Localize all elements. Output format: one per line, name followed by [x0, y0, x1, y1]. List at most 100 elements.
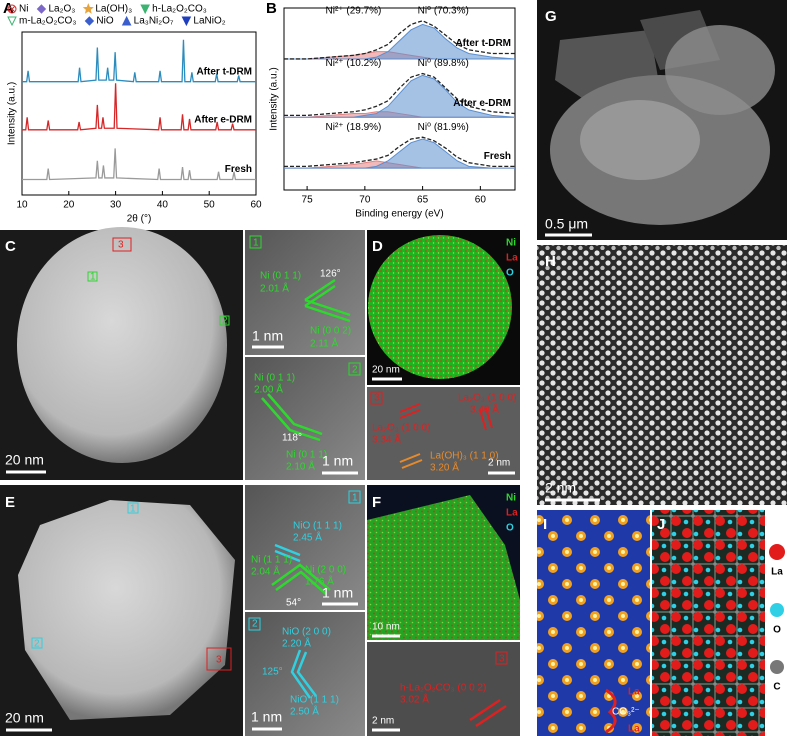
legend-label: La₂O₃ — [48, 4, 75, 15]
series-label: Fresh — [225, 164, 252, 175]
panel-letter: E — [5, 494, 15, 511]
spacing-label: 3.40 Å — [470, 403, 499, 416]
image-f3: 3 h-La₂O₂CO₃ (0 0 2) 3.02 Å 2 nm — [367, 642, 520, 736]
legend-marker — [140, 4, 150, 15]
scale-bar-label: 10 nm — [372, 622, 400, 633]
component-label: Ni⁰ (89.8%) — [418, 58, 469, 69]
element-label: Ni — [506, 493, 516, 504]
box-label: 1 — [352, 493, 358, 504]
x-axis-label: Binding energy (eV) — [355, 209, 443, 220]
spacing-label: 3.20 Å — [430, 461, 459, 474]
plane-label: h-La₂O₂CO₃ (0 0 2) — [400, 683, 486, 694]
spacing-label: 2.50 Å — [290, 705, 319, 718]
box-label: 3 — [499, 654, 505, 665]
box-label: 1 — [130, 504, 136, 515]
angle-label: 54° — [286, 598, 301, 609]
image-e: E 1 2 3 20 nm — [0, 485, 243, 736]
spacing-label: 2.04 Å — [251, 565, 280, 578]
scale-bar-label: 20 nm — [5, 710, 44, 726]
series-line — [22, 148, 256, 181]
legend-marker — [9, 6, 15, 12]
element-label: O — [506, 268, 514, 279]
image-i: I La CO₃²⁻ La — [537, 510, 650, 736]
angle-label: 118° — [282, 433, 302, 444]
plane-label: Ni (2 0 0) — [305, 565, 346, 576]
plane-label: Ni (0 1 1) — [254, 373, 295, 384]
box-label: 2 — [34, 639, 40, 650]
component-label: Ni²⁺ (18.9%) — [326, 122, 382, 133]
angle-label: 125° — [262, 667, 283, 678]
scale-bar-label: 2 nm — [488, 458, 510, 469]
image-c: C 3 1 2 20 nm — [0, 227, 243, 480]
series-label: After t-DRM — [455, 38, 511, 49]
spacing-label: 2.20 Å — [282, 637, 311, 650]
image-c2: 2 Ni (0 1 1) 2.00 Å 118° Ni (0 1 1) 2.10… — [245, 357, 365, 480]
element-label: La — [506, 508, 518, 519]
plane-label: Ni (0 1 1) — [286, 450, 327, 461]
component-area — [284, 138, 515, 169]
spacing-label: 2.01 Å — [260, 282, 289, 295]
series-line — [284, 20, 515, 60]
series-line — [284, 72, 516, 117]
panel-letter: F — [372, 494, 381, 511]
legend-marker — [84, 16, 95, 26]
legend-marker — [36, 4, 47, 14]
spacing-label: 2.10 Å — [286, 460, 315, 473]
image-e1: 1 NiO (1 1 1) 2.45 Å Ni (1 1 1) 2.04 Å N… — [245, 485, 365, 610]
legend-label: La₃Ni₂O₇ — [134, 16, 174, 27]
image-d: D Ni La O 20 nm — [367, 230, 520, 385]
scale-bar-label: 1 nm — [322, 453, 353, 469]
scale-bar-label: 2 nm — [372, 716, 394, 727]
x-tick-label: 20 — [63, 200, 75, 211]
plot-frame — [21, 31, 257, 196]
y-axis-label: Intensity (a.u.) — [7, 82, 18, 145]
box-label: 3 — [118, 240, 124, 251]
legend-marker — [121, 15, 132, 26]
panel-letter: B — [266, 0, 277, 17]
x-tick-label: 60 — [475, 195, 487, 206]
panel-letter: D — [372, 238, 383, 255]
box-label: 2 — [222, 316, 228, 327]
legend-label: O — [773, 625, 781, 636]
panel-letter: J — [657, 516, 665, 533]
image-j: J La O C — [652, 510, 785, 736]
box-label: 1 — [253, 238, 259, 249]
box-label: 3 — [216, 655, 222, 666]
legend-label: Ni — [19, 4, 28, 15]
x-tick-label: 10 — [16, 200, 28, 211]
legend-label: h-La₂O₂CO₃ — [152, 4, 207, 15]
spacing-label: 1.76 Å — [305, 575, 334, 588]
atom-label: La — [628, 724, 640, 735]
x-tick-label: 40 — [157, 200, 169, 211]
box-label: 2 — [352, 365, 358, 376]
series-label: After e-DRM — [453, 98, 511, 109]
spacing-label: 2.11 Å — [310, 337, 338, 350]
scale-bar-label: 0.5 μm — [545, 216, 588, 232]
x-tick-label: 30 — [110, 200, 122, 211]
scale-bar-label: 1 nm — [251, 709, 282, 725]
atom-label: La — [628, 687, 640, 698]
plane-label: NiO (1 1 1) — [290, 695, 339, 706]
panel-letter: G — [545, 8, 557, 25]
legend-marker — [82, 3, 94, 14]
image-f: F Ni La O 10 nm — [367, 485, 520, 640]
legend-marker — [7, 16, 17, 27]
scale-bar-label: 1 nm — [322, 585, 353, 601]
component-label: Ni²⁺ (29.7%) — [326, 5, 382, 16]
component-area — [284, 23, 516, 60]
component-area — [284, 74, 516, 118]
panel-letter: C — [5, 238, 16, 255]
box-label: 1 — [90, 272, 96, 283]
series-label: After t-DRM — [196, 66, 252, 77]
series-line — [22, 83, 256, 131]
plane-label: Ni (0 1 1) — [260, 271, 301, 282]
panel-letter: H — [545, 253, 556, 270]
series-label: Fresh — [484, 151, 511, 162]
component-label: Ni⁰ (81.9%) — [418, 122, 469, 133]
panel-letter: I — [543, 516, 547, 533]
plane-label: NiO (2 0 0) — [282, 627, 331, 638]
x-tick-label: 65 — [417, 195, 429, 206]
legend-marker — [7, 4, 17, 14]
element-label: O — [506, 523, 514, 534]
